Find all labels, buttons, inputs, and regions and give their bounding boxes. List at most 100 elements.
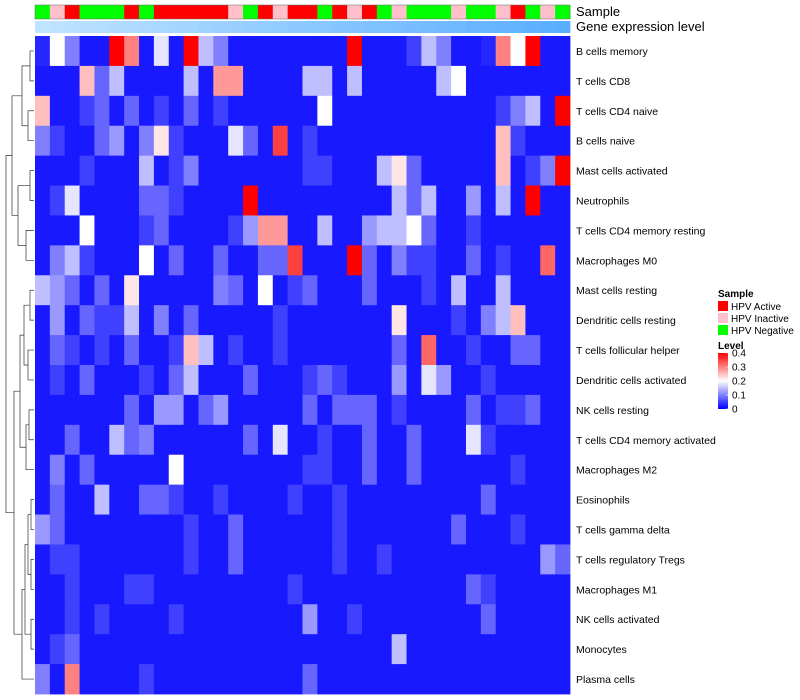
annotation-label-gene-expression: Gene expression level	[576, 19, 705, 34]
heatmap-cell	[64, 215, 80, 246]
heatmap-cell	[79, 574, 95, 605]
heatmap-cell	[480, 275, 497, 306]
heatmap-cell	[436, 454, 452, 486]
heatmap-cell	[391, 365, 407, 396]
heatmap-cell	[257, 275, 274, 306]
heatmap-cell	[79, 604, 95, 635]
heatmap-cell	[510, 484, 526, 515]
heatmap-cell	[347, 305, 363, 336]
heatmap-cell	[183, 484, 199, 515]
heatmap-cell	[243, 454, 259, 486]
heatmap-cell	[243, 65, 259, 97]
heatmap-cell	[183, 365, 199, 396]
sample-annotation-cell	[510, 5, 526, 19]
row-label: B cells memory	[576, 46, 649, 58]
heatmap-cell	[257, 604, 274, 635]
heatmap-cell	[540, 484, 556, 515]
heatmap-cell	[153, 484, 170, 515]
heatmap-cell	[510, 454, 526, 486]
heatmap-cell	[451, 65, 467, 97]
heatmap-cell	[287, 394, 303, 426]
heatmap-cell	[198, 65, 214, 97]
gene-expression-annotation-cell	[35, 21, 51, 33]
heatmap-cell	[302, 185, 318, 216]
heatmap-cell	[198, 544, 214, 575]
heatmap-cell	[540, 604, 556, 635]
heatmap-cell	[109, 155, 125, 186]
sample-annotation-cell	[272, 5, 289, 19]
heatmap-cell	[287, 125, 303, 157]
heatmap-cell	[510, 305, 526, 336]
heatmap-cell	[153, 245, 170, 276]
heatmap-cell	[198, 155, 214, 186]
heatmap-cell	[49, 664, 66, 695]
heatmap-cell	[421, 36, 437, 67]
sample-annotation-cell	[35, 5, 51, 19]
heatmap-cell	[153, 604, 170, 635]
heatmap-cell	[347, 245, 363, 276]
heatmap-cell	[391, 454, 407, 486]
heatmap-cell	[79, 305, 95, 336]
sample-annotation-cell	[124, 5, 140, 19]
heatmap-cell	[198, 185, 214, 216]
heatmap-cell	[35, 604, 51, 635]
heatmap-cell	[243, 245, 259, 276]
sample-annotation-cell	[332, 5, 348, 19]
heatmap-cell	[421, 424, 437, 456]
heatmap-cell	[421, 275, 437, 306]
heatmap-cell	[287, 185, 303, 216]
heatmap-cell	[376, 185, 393, 216]
heatmap-cell	[228, 365, 244, 396]
heatmap-cell	[302, 95, 318, 127]
heatmap-cell	[317, 604, 333, 635]
heatmap-cell	[406, 305, 422, 336]
heatmap-cell	[540, 125, 556, 157]
heatmap-cell	[480, 185, 497, 216]
heatmap-cell	[555, 484, 571, 515]
heatmap-cell	[287, 514, 303, 545]
sample-annotation-cell	[391, 5, 407, 19]
heatmap-cell	[109, 125, 125, 157]
heatmap-cell	[406, 394, 422, 426]
heatmap-cell	[540, 155, 556, 186]
heatmap-cell	[361, 454, 378, 486]
heatmap-cell	[540, 245, 556, 276]
heatmap-cell	[421, 604, 437, 635]
heatmap-cell	[555, 185, 571, 216]
row-label: T cells CD4 naive	[576, 106, 658, 118]
heatmap-cell	[391, 634, 407, 665]
heatmap-cell	[361, 245, 378, 276]
heatmap-cell	[495, 514, 511, 545]
heatmap-cell	[124, 275, 140, 306]
heatmap-cell	[109, 634, 125, 665]
heatmap-cell	[332, 215, 348, 246]
gene-expression-annotation-cell	[139, 21, 155, 33]
row-label: T cells CD4 memory resting	[576, 225, 705, 237]
heatmap-cell	[302, 604, 318, 635]
heatmap-cell	[361, 544, 378, 575]
heatmap-cell	[168, 95, 185, 127]
heatmap-cell	[317, 95, 333, 127]
heatmap-cell	[347, 574, 363, 605]
heatmap-cell	[525, 305, 541, 336]
heatmap-cell	[465, 664, 482, 695]
heatmap-cell	[49, 514, 66, 545]
heatmap-cell	[525, 454, 541, 486]
row-label: NK cells activated	[576, 614, 660, 626]
heatmap-cell	[243, 514, 259, 545]
heatmap-cell	[451, 95, 467, 127]
heatmap-cell	[49, 454, 66, 486]
heatmap-cell	[302, 454, 318, 486]
heatmap-cell	[332, 454, 348, 486]
heatmap-cell	[495, 125, 511, 157]
heatmap-cell	[94, 544, 110, 575]
heatmap-cell	[213, 185, 229, 216]
heatmap-cell	[228, 305, 244, 336]
heatmap-cell	[124, 155, 140, 186]
heatmap-cell	[272, 394, 289, 426]
heatmap-cell	[168, 155, 185, 186]
heatmap-cell	[510, 335, 526, 366]
heatmap-cell	[436, 664, 452, 695]
heatmap-cell	[451, 514, 467, 545]
heatmap-cell	[421, 125, 437, 157]
